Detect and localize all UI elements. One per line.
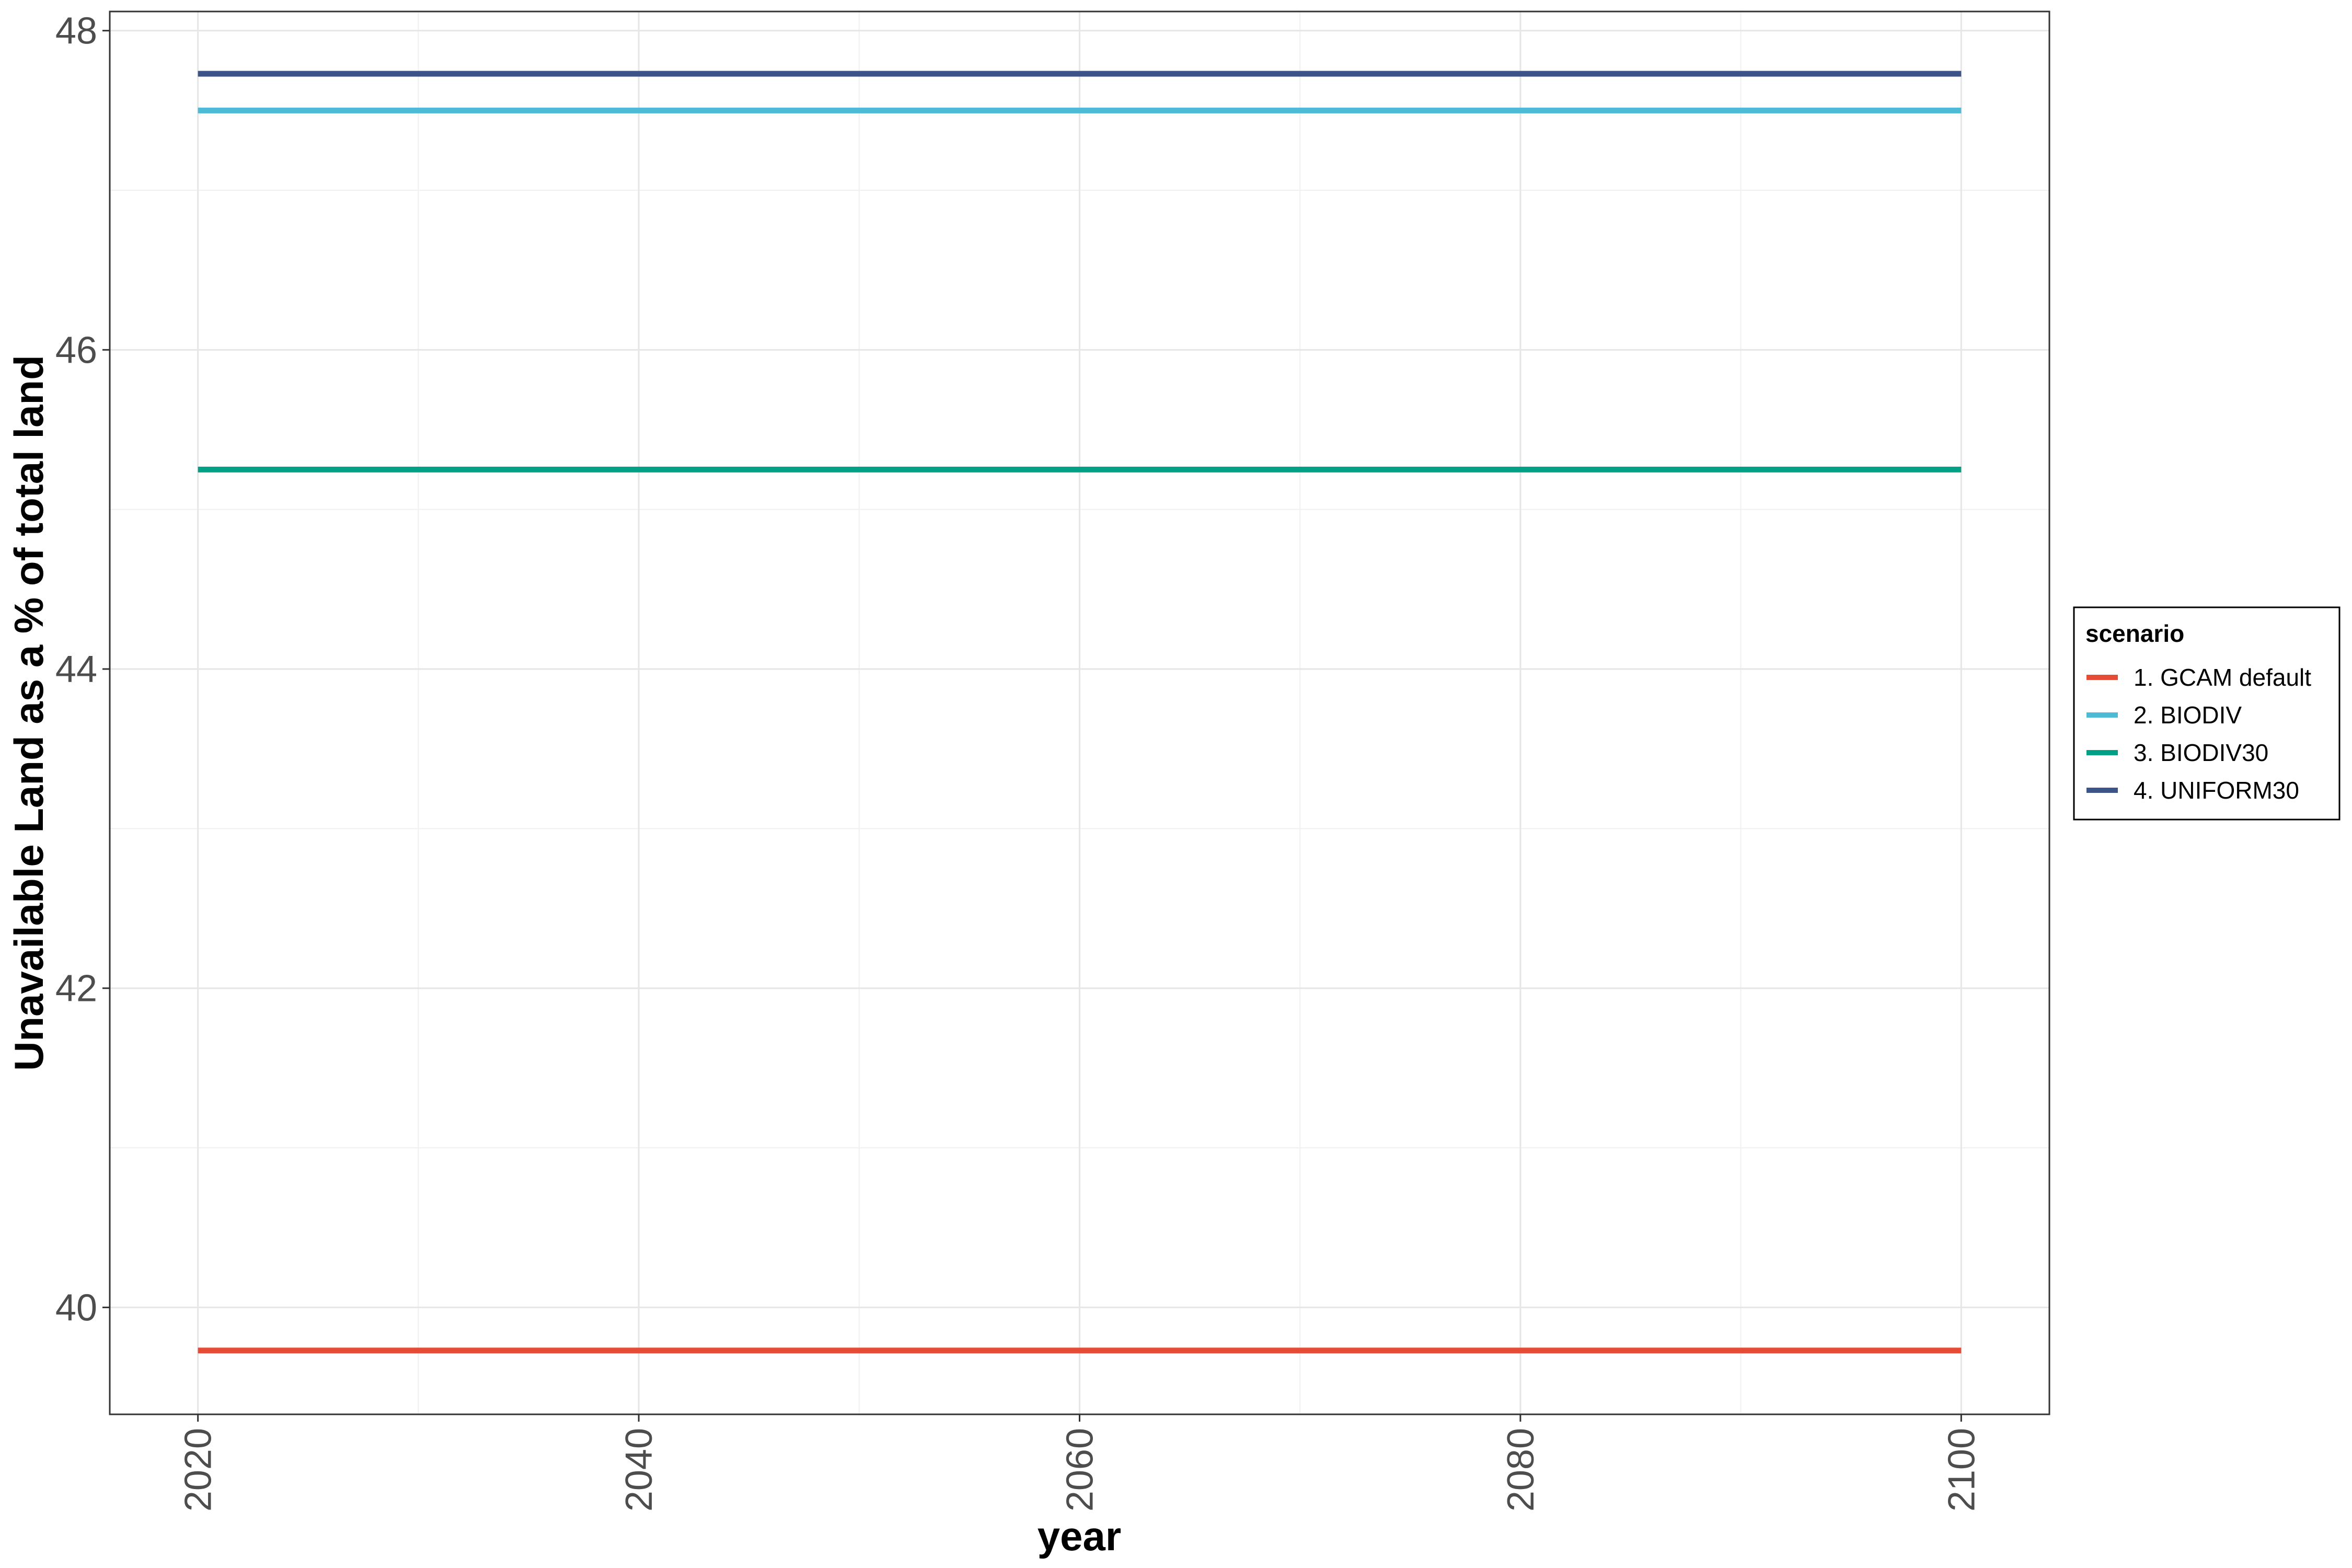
y-tick-label: 42 (55, 968, 97, 1010)
legend-box (2073, 606, 2341, 821)
x-axis: 2020 2040 2060 2080 2100 (178, 1414, 1982, 1512)
x-axis-title: year (1037, 1513, 1122, 1559)
y-tick-label: 46 (55, 329, 97, 371)
legend-label-3: 3. BIODIV30 (2134, 739, 2268, 766)
legend-label-1: 1. GCAM default (2134, 664, 2311, 691)
legend-items: 1. GCAM default 2. BIODIV 3. BIODIV30 4. UN… (2086, 664, 2311, 804)
x-tick-label: 2100 (1941, 1428, 1982, 1512)
y-tick-label: 44 (55, 649, 97, 690)
x-tick-label: 2020 (178, 1428, 220, 1512)
y-axis: 40 42 44 46 48 (55, 10, 110, 1329)
legend-label-4: 4. UNIFORM30 (2134, 777, 2299, 804)
legend-title: scenario (2085, 620, 2184, 647)
x-tick-label: 2060 (1059, 1428, 1101, 1512)
major-gridlines (110, 11, 2049, 1414)
legend-label-2: 2. BIODIV (2134, 701, 2242, 729)
y-tick-label: 40 (55, 1287, 97, 1329)
x-tick-label: 2080 (1500, 1428, 1542, 1512)
y-axis-title: Unavailable Land as a % of total land (6, 355, 52, 1071)
x-tick-label: 2040 (618, 1428, 660, 1512)
legend: scenario 1. GCAM default 2. BIODIV 3. BIOD… (2073, 606, 2341, 821)
y-tick-label: 48 (55, 10, 97, 52)
series-lines (198, 71, 1962, 1354)
